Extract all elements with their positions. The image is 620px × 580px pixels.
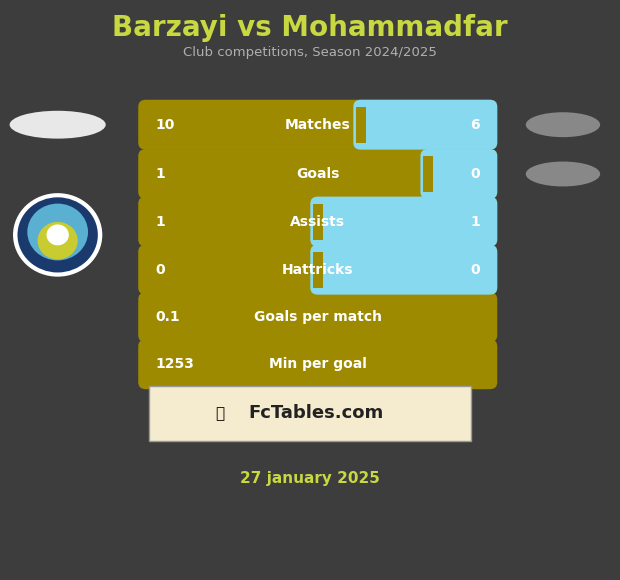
- Text: 0: 0: [470, 263, 480, 277]
- Text: 1: 1: [156, 215, 166, 229]
- Text: Goals per match: Goals per match: [254, 310, 382, 324]
- FancyBboxPatch shape: [138, 100, 497, 150]
- Bar: [423, 156, 433, 192]
- Text: 6: 6: [470, 118, 480, 132]
- Bar: [361, 107, 490, 143]
- Bar: [317, 204, 490, 240]
- FancyBboxPatch shape: [149, 386, 471, 441]
- Text: 0: 0: [470, 167, 480, 181]
- Bar: [356, 107, 366, 143]
- Text: Club competitions, Season 2024/2025: Club competitions, Season 2024/2025: [183, 46, 437, 59]
- Bar: [428, 156, 490, 192]
- Text: Assists: Assists: [290, 215, 345, 229]
- Circle shape: [38, 222, 78, 259]
- Circle shape: [17, 197, 98, 273]
- Text: Hattricks: Hattricks: [282, 263, 353, 277]
- Ellipse shape: [10, 111, 105, 139]
- Text: 10: 10: [156, 118, 175, 132]
- Text: 0.1: 0.1: [156, 310, 180, 324]
- FancyBboxPatch shape: [138, 245, 497, 295]
- Text: Min per goal: Min per goal: [269, 357, 366, 371]
- FancyBboxPatch shape: [138, 292, 497, 342]
- FancyBboxPatch shape: [353, 100, 497, 150]
- Text: 1: 1: [470, 215, 480, 229]
- Text: FcTables.com: FcTables.com: [249, 404, 384, 422]
- Text: 1253: 1253: [156, 357, 195, 371]
- Ellipse shape: [526, 161, 600, 187]
- Text: Barzayi vs Mohammadfar: Barzayi vs Mohammadfar: [112, 14, 508, 42]
- Text: 27 january 2025: 27 january 2025: [240, 471, 380, 486]
- Bar: [312, 252, 322, 288]
- Text: Goals: Goals: [296, 167, 339, 181]
- Ellipse shape: [526, 113, 600, 137]
- FancyBboxPatch shape: [420, 149, 497, 199]
- Text: 0: 0: [156, 263, 166, 277]
- FancyBboxPatch shape: [138, 197, 497, 246]
- FancyBboxPatch shape: [310, 197, 497, 246]
- Bar: [312, 204, 322, 240]
- FancyBboxPatch shape: [310, 245, 497, 295]
- FancyBboxPatch shape: [138, 339, 497, 389]
- Text: Matches: Matches: [285, 118, 351, 132]
- Text: 📊: 📊: [216, 406, 224, 420]
- FancyBboxPatch shape: [138, 149, 497, 199]
- Circle shape: [13, 193, 102, 277]
- Circle shape: [46, 224, 69, 245]
- Bar: [317, 252, 490, 288]
- Circle shape: [27, 204, 88, 260]
- Text: 1: 1: [156, 167, 166, 181]
